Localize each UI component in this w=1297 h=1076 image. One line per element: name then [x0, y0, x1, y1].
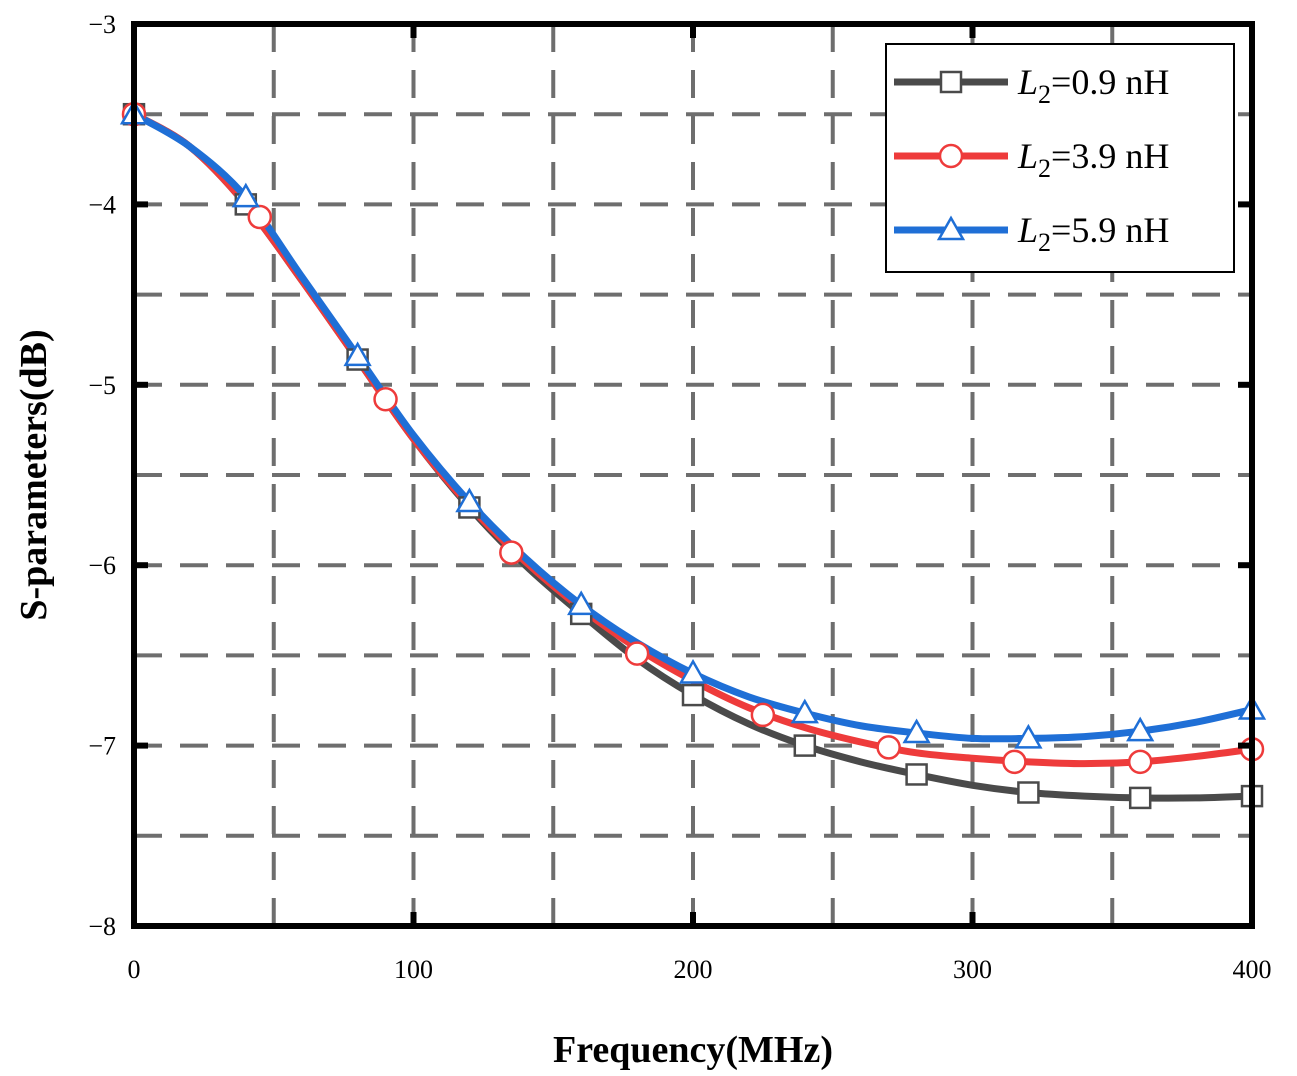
data-point-circle: [247, 204, 273, 230]
legend-marker-square: [939, 70, 963, 94]
data-point-square: [681, 683, 705, 707]
y-axis-label: S-parameters(dB): [13, 329, 55, 620]
axis-ticks: [131, 21, 1255, 929]
data-point-triangle: [231, 182, 260, 208]
legend-label: L2=0.9 nH: [1017, 62, 1169, 109]
series-markers: [119, 99, 1267, 810]
data-point-circle: [373, 386, 398, 412]
x-tick-label: 200: [674, 955, 713, 984]
y-tick-label: −5: [88, 371, 116, 400]
data-point-triangle: [343, 341, 372, 367]
legend-label: L2=3.9 nH: [1017, 136, 1169, 183]
data-point-circle: [499, 540, 524, 565]
data-point-triangle: [455, 487, 484, 513]
data-point-triangle: [790, 698, 819, 724]
x-tick-label: 400: [1233, 955, 1272, 984]
legend-marker-circle: [938, 143, 964, 169]
data-point-triangle: [567, 590, 596, 616]
series-line-triangle: [130, 110, 1256, 743]
data-point-triangle: [1126, 716, 1155, 742]
data-point-square: [1017, 781, 1040, 804]
data-point-circle: [1002, 749, 1027, 775]
data-point-circle: [750, 702, 776, 728]
x-tick-label: 100: [394, 955, 433, 984]
data-point-circle: [1127, 749, 1153, 775]
x-tick-label: 0: [128, 955, 141, 984]
legend-label: L2=5.9 nH: [1017, 210, 1169, 257]
data-point-circle: [624, 641, 650, 666]
data-point-square: [793, 734, 817, 757]
y-tick-label: −8: [88, 912, 116, 941]
data-point-circle: [876, 735, 901, 760]
data-point-square: [905, 763, 928, 786]
data-point-triangle: [902, 718, 931, 744]
series-lines: [130, 110, 1256, 802]
data-point-square: [1128, 786, 1152, 810]
y-tick-label: −3: [88, 10, 116, 39]
x-axis-label: Frequency(MHz): [553, 1029, 833, 1071]
y-tick-label: −4: [88, 190, 116, 219]
y-tick-label: −6: [88, 551, 116, 580]
legend: L2=0.9 nH L2=3.9 nH L2=5.9 nH: [885, 43, 1235, 273]
y-tick-label: −7: [88, 732, 116, 761]
tick-labels: 0 100 200 300 400 −8 −7 −6 −5 −4 −3: [88, 10, 1271, 984]
data-point-triangle: [678, 658, 708, 684]
x-tick-label: 300: [953, 955, 992, 984]
legend-marker-triangle: [936, 215, 966, 241]
data-point-triangle: [1014, 723, 1043, 749]
